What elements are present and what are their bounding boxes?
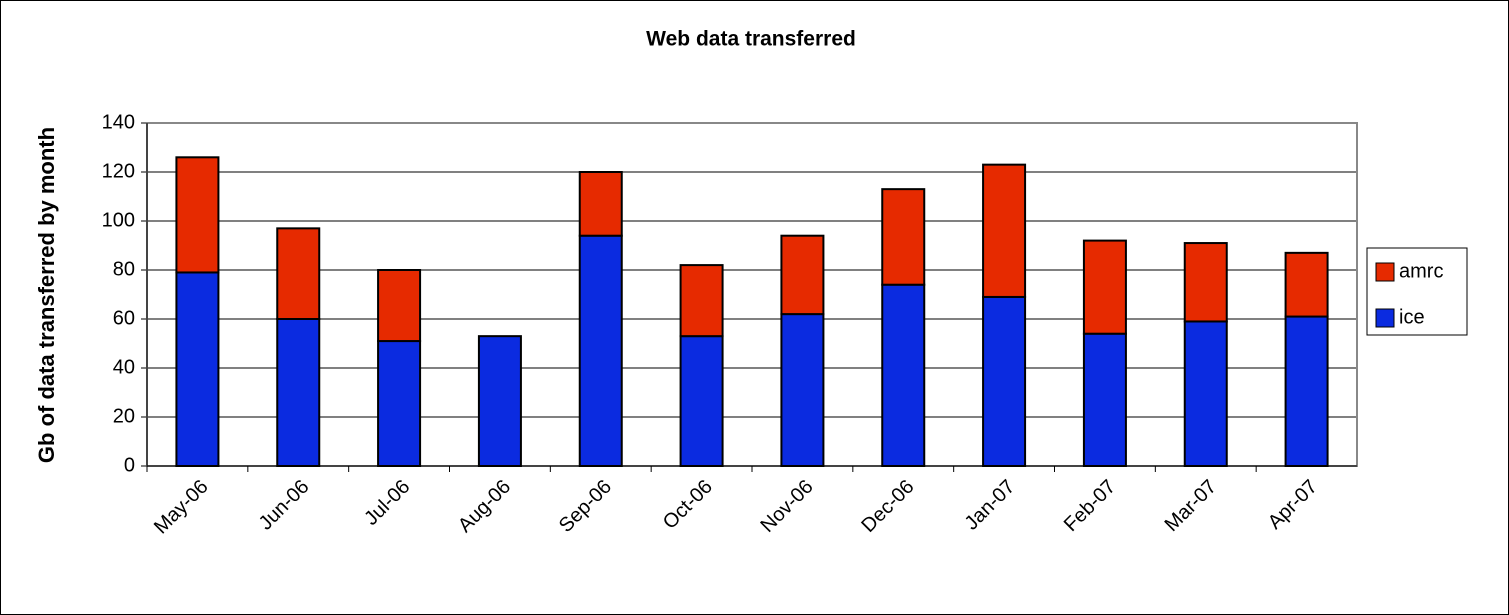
bar-segment — [175, 156, 220, 274]
bar-segment — [175, 271, 220, 468]
y-tick-label: 60 — [113, 307, 135, 329]
bar-segment — [377, 269, 422, 343]
bar-segment — [1183, 320, 1228, 468]
legend-swatch — [1375, 308, 1395, 328]
bar-segment — [780, 313, 825, 467]
y-tick-label: 100 — [102, 209, 135, 231]
bar-segment — [1082, 332, 1127, 468]
bar-segment — [881, 283, 926, 468]
bar-segment — [276, 318, 321, 467]
bar-segment — [881, 188, 926, 286]
bar-segment — [780, 234, 825, 316]
bar-segment — [276, 227, 321, 321]
bar-segment — [1183, 242, 1228, 323]
chart-title: Web data transferred — [646, 28, 856, 51]
y-tick-label: 0 — [124, 454, 135, 476]
bar-segment — [982, 295, 1027, 468]
bar-segment — [982, 163, 1027, 298]
bar-segment — [477, 335, 522, 467]
bar-segment — [679, 264, 724, 338]
bar-segment — [1284, 315, 1329, 467]
legend-swatch — [1375, 262, 1395, 282]
bar-segment — [377, 340, 422, 467]
bar-segment — [1284, 251, 1329, 318]
legend-label: ice — [1399, 306, 1425, 328]
y-tick-label: 40 — [113, 356, 135, 378]
bar-segment — [578, 234, 623, 467]
y-tick-label: 140 — [102, 111, 135, 133]
y-tick-label: 20 — [113, 405, 135, 427]
bar-segment — [679, 335, 724, 467]
y-tick-label: 120 — [102, 160, 135, 182]
legend-label: amrc — [1399, 260, 1443, 282]
bar-segment — [1082, 239, 1127, 335]
bar-segment — [578, 171, 623, 237]
y-tick-label: 80 — [113, 258, 135, 280]
y-axis-label: Gb of data transferred by month — [34, 127, 59, 463]
